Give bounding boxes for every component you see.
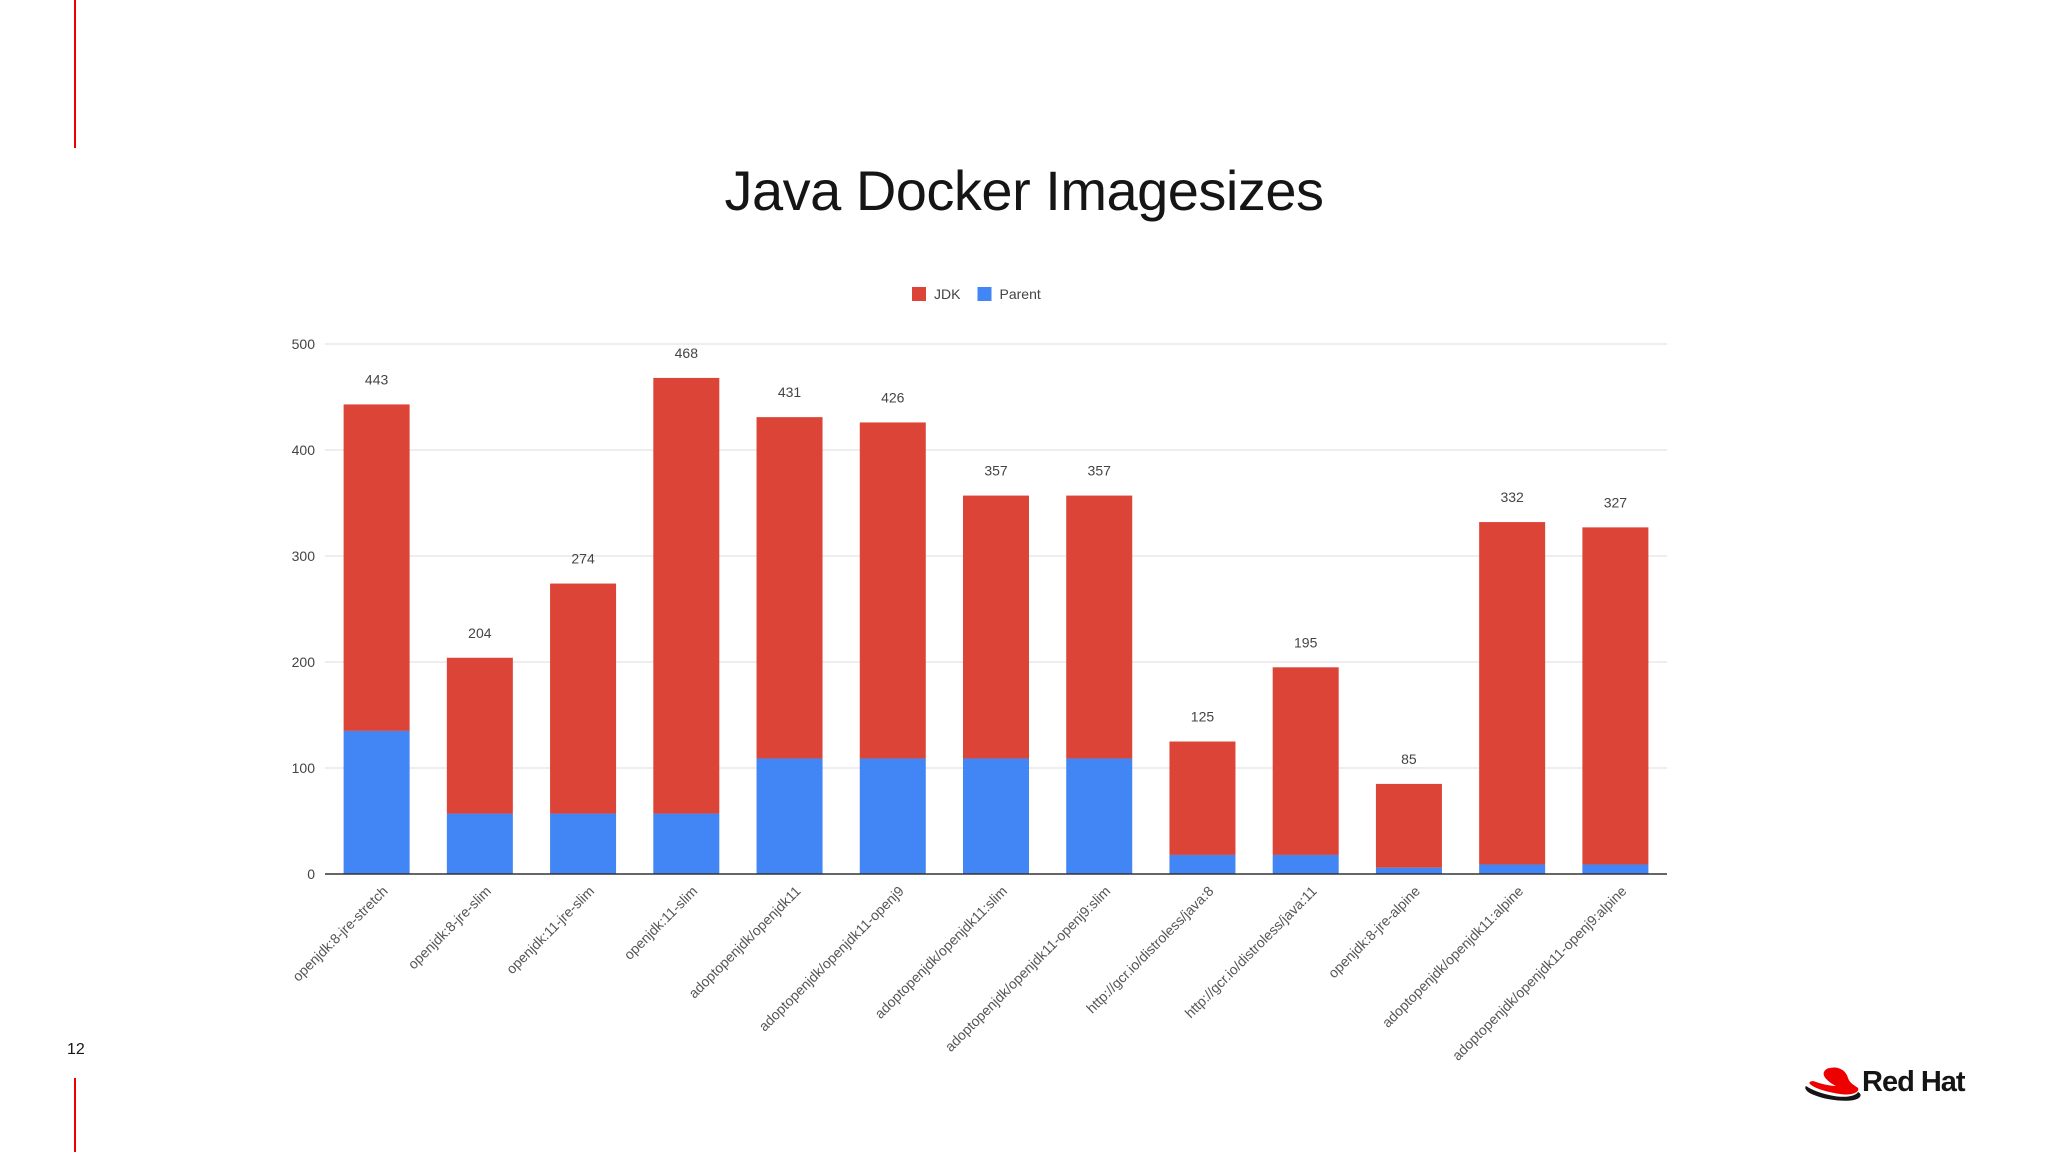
bar-total-label: 125	[1191, 709, 1215, 725]
bar-jdk	[1582, 527, 1649, 865]
bar-parent	[653, 813, 720, 874]
legend-label-jdk: JDK	[934, 286, 961, 302]
bar-total-label: 426	[881, 389, 905, 405]
bar-parent	[1272, 854, 1339, 874]
x-category-label: openjdk:8-jre-slim	[405, 883, 494, 972]
bar-jdk	[1375, 783, 1442, 868]
bar-jdk	[963, 495, 1029, 759]
bar-jdk	[1066, 495, 1133, 759]
bar-jdk	[756, 417, 823, 759]
slide-title: Java Docker Imagesizes	[724, 159, 1324, 222]
bar-parent	[1479, 864, 1546, 874]
bar-total-label: 204	[468, 625, 492, 641]
bar-total-label: 85	[1401, 751, 1417, 767]
bar-jdk	[1479, 522, 1546, 865]
bar-total-label: 431	[778, 384, 802, 400]
x-category-label: openjdk:8-jre-stretch	[289, 883, 391, 985]
bar-total-label: 443	[365, 371, 389, 387]
bar-parent	[1375, 867, 1442, 874]
bar-total-label: 357	[1088, 463, 1112, 479]
red-hat-fedora-icon	[1805, 1067, 1861, 1101]
legend-label-parent: Parent	[1000, 286, 1041, 302]
y-tick-label: 200	[292, 654, 316, 670]
bar-parent	[1066, 758, 1133, 874]
bar-total-label: 274	[571, 551, 595, 567]
page-number: 12	[67, 1041, 85, 1058]
brand-wordmark: Red Hat	[1862, 1066, 1966, 1098]
bar-jdk	[1272, 667, 1339, 855]
y-tick-label: 500	[292, 336, 316, 352]
bar-total-label: 327	[1604, 494, 1628, 510]
bar-parent	[550, 813, 617, 874]
bar-jdk	[653, 377, 720, 814]
legend-swatch-parent	[977, 287, 992, 301]
bar-parent	[756, 758, 823, 874]
y-tick-label: 0	[307, 866, 315, 882]
bar-parent	[446, 813, 513, 874]
bar-jdk	[550, 583, 617, 814]
bar-total-label: 332	[1500, 489, 1524, 505]
legend-swatch-jdk	[912, 287, 926, 301]
bar-parent	[343, 730, 410, 874]
bar-parent	[859, 758, 926, 874]
x-category-label: openjdk:11-slim	[621, 883, 701, 963]
x-category-label: adoptopenjdk/openjdk11-openj9:alpine	[1449, 883, 1630, 1064]
bar-jdk	[446, 657, 513, 814]
accent-rule-bottom	[74, 1078, 76, 1152]
bar-jdk	[1169, 741, 1236, 855]
accent-rule-top	[74, 0, 76, 148]
y-tick-label: 100	[292, 760, 316, 776]
x-category-label: adoptopenjdk/openjdk11	[685, 883, 804, 1002]
x-category-label: adoptopenjdk/openjdk11-openj9:slim	[942, 883, 1114, 1055]
bar-jdk	[343, 404, 410, 731]
bar-total-label: 195	[1294, 634, 1318, 650]
bar-jdk	[859, 422, 926, 759]
bar-parent	[1582, 864, 1649, 874]
bar-parent	[1169, 854, 1236, 874]
x-category-label: openjdk:8-jre-alpine	[1325, 883, 1423, 981]
bar-total-label: 357	[984, 463, 1008, 479]
y-tick-label: 300	[292, 548, 316, 564]
y-tick-label: 400	[292, 442, 316, 458]
x-category-label: openjdk:11-jre-slim	[503, 883, 597, 977]
bar-total-label: 468	[675, 345, 699, 361]
bar-parent	[963, 758, 1029, 874]
